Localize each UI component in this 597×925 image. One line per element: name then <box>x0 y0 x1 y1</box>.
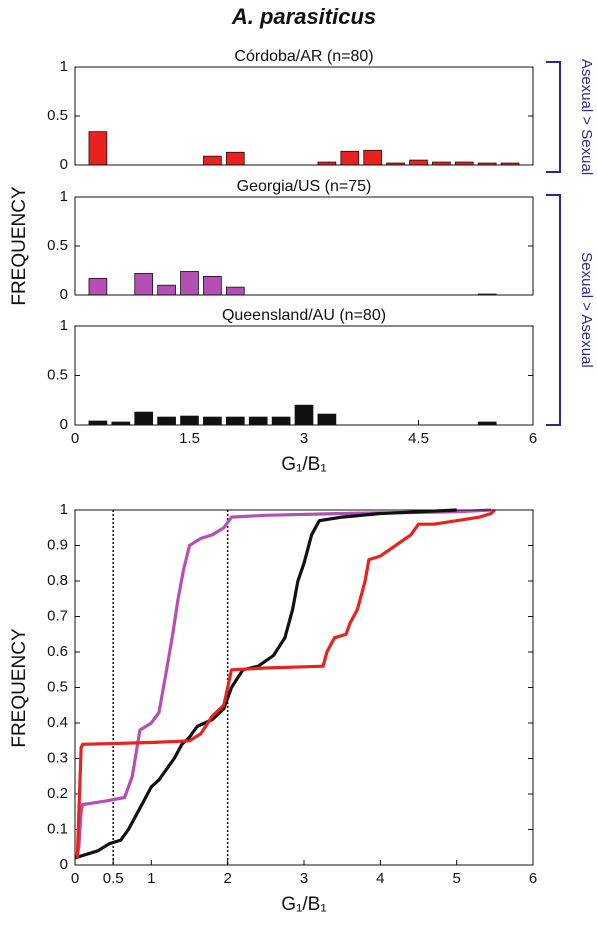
x-tick-label: 1 <box>147 870 155 887</box>
y-tick-label: 0.5 <box>47 366 68 383</box>
axes-frame <box>74 196 534 296</box>
bar <box>134 411 154 426</box>
bar <box>317 413 337 426</box>
bracket <box>546 194 561 426</box>
y-tick-label: 0 <box>60 156 68 173</box>
axes-frame <box>74 509 534 866</box>
y-tick-label: 0.6 <box>47 643 68 660</box>
y-tick-label: 1 <box>60 188 68 205</box>
axes-frame <box>74 66 534 166</box>
bar <box>180 415 199 426</box>
x-tick-label: 0 <box>71 430 79 447</box>
bar <box>363 149 383 166</box>
bar <box>203 416 222 426</box>
bar <box>225 151 245 166</box>
y-tick-label: 1 <box>60 58 68 75</box>
y-tick-label: 0.5 <box>47 678 68 695</box>
y-tick-label: 0.2 <box>47 785 68 802</box>
x-tick-label: 6 <box>529 430 537 447</box>
y-tick-label: 1 <box>60 317 68 334</box>
x-tick-label: 0.5 <box>103 870 124 887</box>
y-axis-label: FREQUENCY <box>9 628 30 748</box>
y-tick-label: 0 <box>60 856 68 873</box>
x-tick-label: 5 <box>452 870 460 887</box>
bar <box>134 273 154 296</box>
panel-title: Córdoba/AR (n=80) <box>234 48 373 65</box>
x-tick-label: 3 <box>300 430 308 447</box>
y-tick-label: 0.5 <box>47 107 68 124</box>
bar <box>88 277 108 296</box>
bar <box>225 286 245 296</box>
y-tick-label: 0.3 <box>47 749 68 766</box>
figure-title: A. parasiticus <box>231 4 376 29</box>
x-tick-label: 4.5 <box>408 430 429 447</box>
y-tick-label: 1 <box>60 501 68 518</box>
bar <box>340 150 360 166</box>
bar <box>180 271 199 296</box>
bar <box>88 131 108 166</box>
cdf-line <box>74 508 492 859</box>
y-tick-label: 0.5 <box>47 237 68 254</box>
y-tick-label: 0 <box>60 416 68 433</box>
bar <box>248 416 268 426</box>
axes-frame <box>74 325 534 426</box>
x-tick-label: 3 <box>300 870 308 887</box>
panel-title: Queensland/AU (n=80) <box>222 307 386 324</box>
bar <box>157 416 176 426</box>
y-tick-label: 0.7 <box>47 607 68 624</box>
y-tick-label: 0.4 <box>47 714 68 731</box>
bar <box>157 284 176 296</box>
y-tick-label: 0.8 <box>47 572 68 589</box>
bar <box>203 155 222 166</box>
y-tick-label: 0 <box>60 286 68 303</box>
cdf-line <box>74 508 457 860</box>
x-axis-label: G₁/B₁ <box>281 894 327 915</box>
bracket <box>546 61 561 173</box>
y-axis-label: FREQUENCY <box>9 186 30 306</box>
y-tick-label: 0.9 <box>47 536 68 553</box>
bar <box>203 275 222 296</box>
x-tick-label: 1.5 <box>179 430 200 447</box>
bar <box>271 416 291 426</box>
bar <box>409 159 428 166</box>
x-tick-label: 4 <box>376 870 384 887</box>
y-tick-label: 0.1 <box>47 820 68 837</box>
x-tick-label: 2 <box>223 870 231 887</box>
annotation: Sexual > Asexual <box>578 252 595 368</box>
bar <box>225 416 245 426</box>
x-tick-label: 6 <box>529 870 537 887</box>
annotation: Asexual > Sexual <box>578 59 595 175</box>
cdf-line <box>75 508 496 858</box>
bar <box>88 420 108 426</box>
x-axis-label: G₁/B₁ <box>281 454 327 475</box>
panel-title: Georgia/US (n=75) <box>237 178 372 195</box>
x-tick-label: 0 <box>71 870 79 887</box>
bar <box>294 404 314 426</box>
